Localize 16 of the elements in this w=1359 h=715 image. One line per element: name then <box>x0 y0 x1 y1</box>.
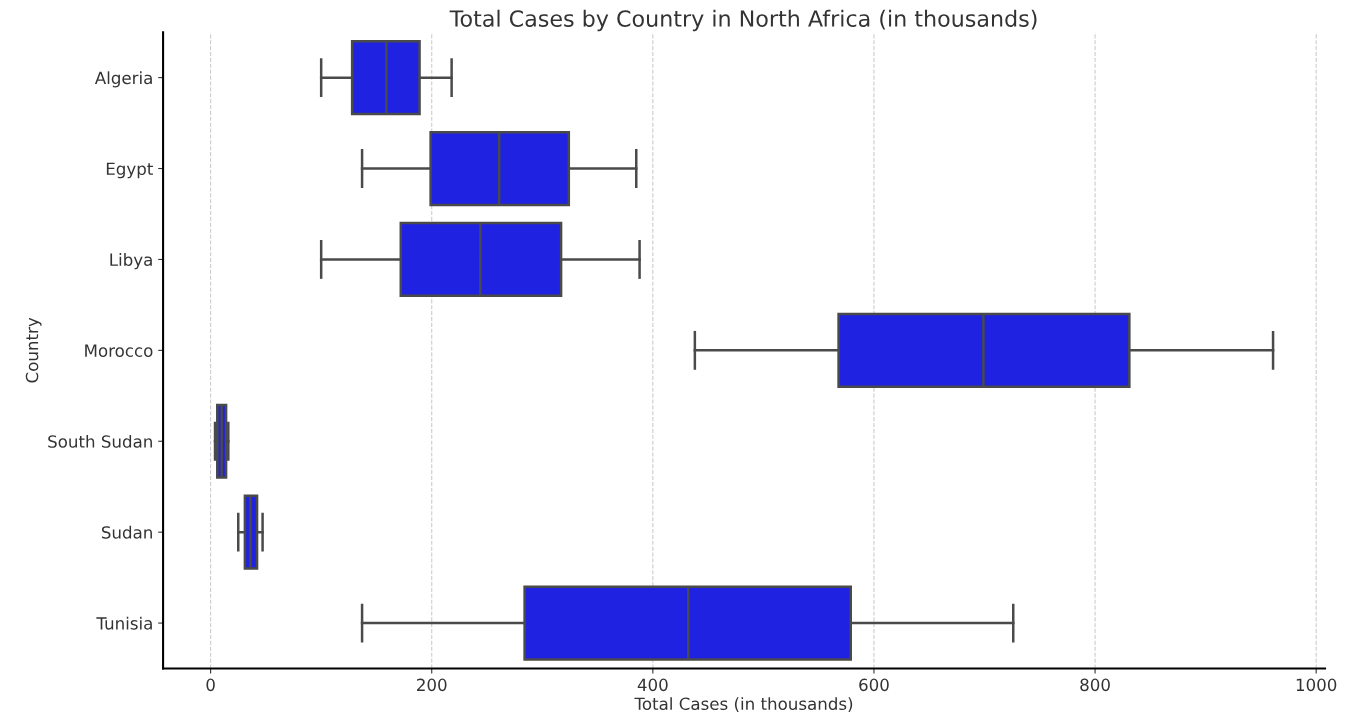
chart-title: Total Cases by Country in North Africa (in thousands) <box>449 9 1037 32</box>
x-tick-label: 1000 <box>1296 678 1337 692</box>
y-tick-label: Tunisia <box>96 616 152 630</box>
x-axis-title: Total Cases (in thousands) <box>634 697 853 713</box>
x-tick-label: 0 <box>206 678 215 692</box>
x-tick-label: 800 <box>1080 678 1110 692</box>
y-tick-label: Morocco <box>85 344 153 357</box>
x-tick-label: 200 <box>417 678 447 692</box>
x-tick-label: 600 <box>859 678 889 692</box>
y-tick-label: South Sudan <box>48 434 152 448</box>
y-tick-label: Algeria <box>94 71 152 88</box>
x-tick-label: 400 <box>637 678 668 692</box>
y-tick-label: Sudan <box>101 525 152 539</box>
y-tick-label: Libya <box>110 253 152 270</box>
y-tick-label: Egypt <box>106 162 153 179</box>
y-axis-title: Country <box>25 317 42 383</box>
